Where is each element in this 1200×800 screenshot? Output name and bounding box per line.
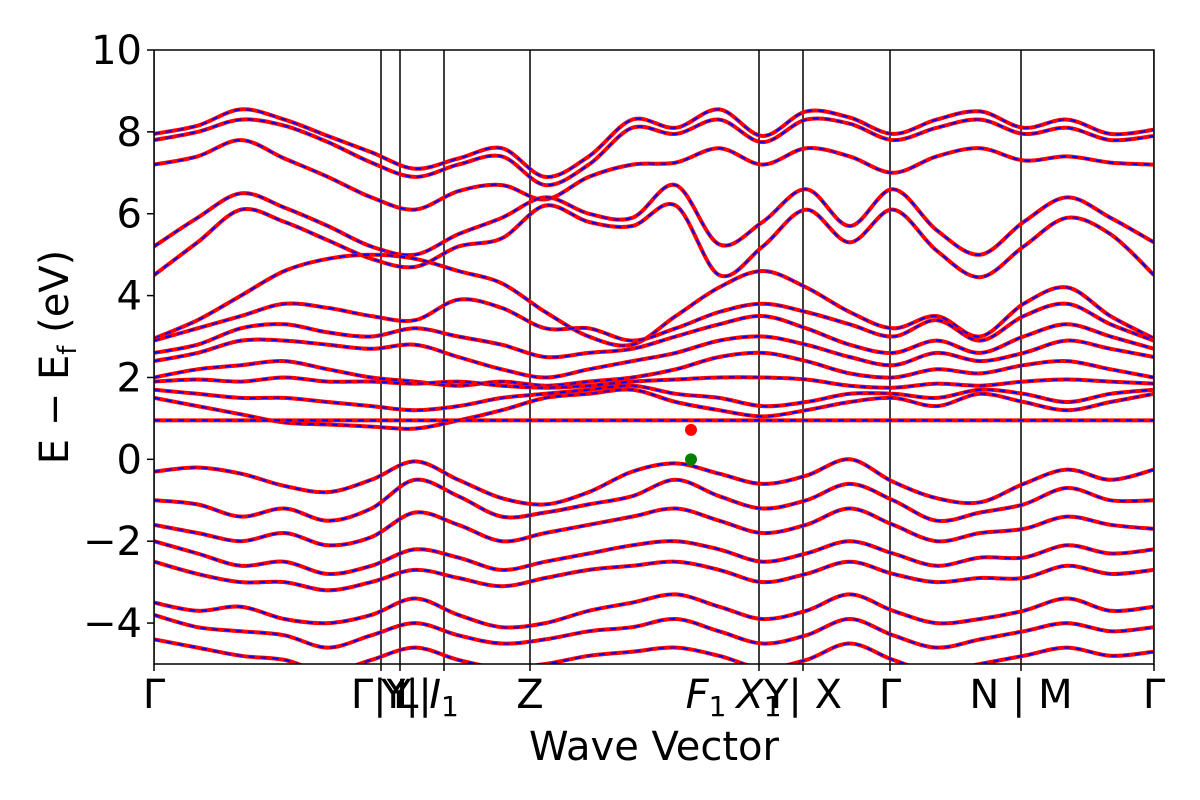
band-line-model: [154, 139, 1154, 211]
band-line-model: [154, 613, 1154, 649]
kpoint-label: L|: [396, 672, 432, 718]
band-line-model: [154, 458, 1154, 506]
band-line-model: [154, 478, 1154, 523]
kpoint-label: Γ: [879, 672, 902, 718]
kpoint-label: F1: [686, 672, 727, 723]
y-tick-label: 10: [91, 28, 142, 74]
kpoint-label: Γ|Y: [351, 672, 412, 718]
kpoint-label: Y|: [380, 672, 419, 718]
y-label-ef-sub: f: [53, 345, 83, 355]
band-line-model: [154, 376, 1154, 389]
y-tick-label: −4: [83, 601, 142, 647]
y-tick-label: 4: [117, 274, 142, 320]
band-line-model: [154, 335, 1154, 379]
kpoint-label: N | M: [969, 672, 1072, 718]
band-line-model: [154, 108, 1154, 178]
band-line-model: [154, 560, 1154, 592]
kpoint-label: Z: [516, 672, 543, 718]
kpoint-label: Y| X: [763, 672, 842, 718]
band-line-model: [154, 593, 1154, 629]
y-label-ef: E: [32, 355, 78, 380]
y-tick-label: 6: [117, 192, 142, 238]
kpoint-label: I1: [429, 672, 459, 723]
band-line-model: [154, 507, 1154, 547]
band-line-model: [154, 540, 1154, 575]
band-line-reference: [154, 539, 1154, 576]
band-line-model: [154, 384, 1154, 412]
band-line-reference: [154, 637, 1154, 664]
band-line-reference: [154, 612, 1154, 650]
y-label-minus: −: [32, 393, 78, 427]
band-line-reference: [154, 201, 1154, 280]
plot-frame: [153, 49, 1155, 665]
y-tick-label: −2: [83, 519, 142, 565]
y-tick-label: 0: [117, 437, 142, 483]
band-line-model: [154, 298, 1154, 342]
band-line-reference: [154, 457, 1154, 507]
x-axis: Γ Γ|YY|L|I1 Z F1 X1Y| X Γ N | M Γ: [143, 664, 1166, 723]
vbm-marker: [685, 453, 697, 466]
kpoint-label: Γ: [1143, 672, 1166, 718]
band-line-reference: [154, 182, 1154, 258]
band-line-model: [154, 351, 1154, 387]
svg-text:E − Ef (eV): E − Ef (eV): [32, 250, 83, 465]
y-tick-label: 8: [117, 110, 142, 156]
band-line-model: [154, 117, 1154, 187]
kpoint-label: Γ: [143, 672, 166, 718]
y-axis-label: E − Ef (eV): [32, 250, 83, 465]
band-line-model: [154, 315, 1154, 359]
kpoint-label: X1: [734, 672, 781, 723]
band-line-model: [154, 183, 1154, 257]
band-line-model: [154, 638, 1154, 664]
plot-area: [154, 50, 1154, 664]
y-label-unit: (eV): [32, 250, 78, 333]
band-line-model: [154, 253, 1154, 347]
y-label-e: E: [32, 439, 78, 464]
band-line-reference: [154, 375, 1154, 390]
band-line-model: [154, 388, 1154, 430]
y-tick-label: 2: [117, 355, 142, 401]
cbm-marker: [685, 423, 697, 436]
x-axis-label: Wave Vector: [529, 724, 780, 770]
y-axis: −4 −2 0 2 4 6 8 10: [83, 28, 154, 647]
